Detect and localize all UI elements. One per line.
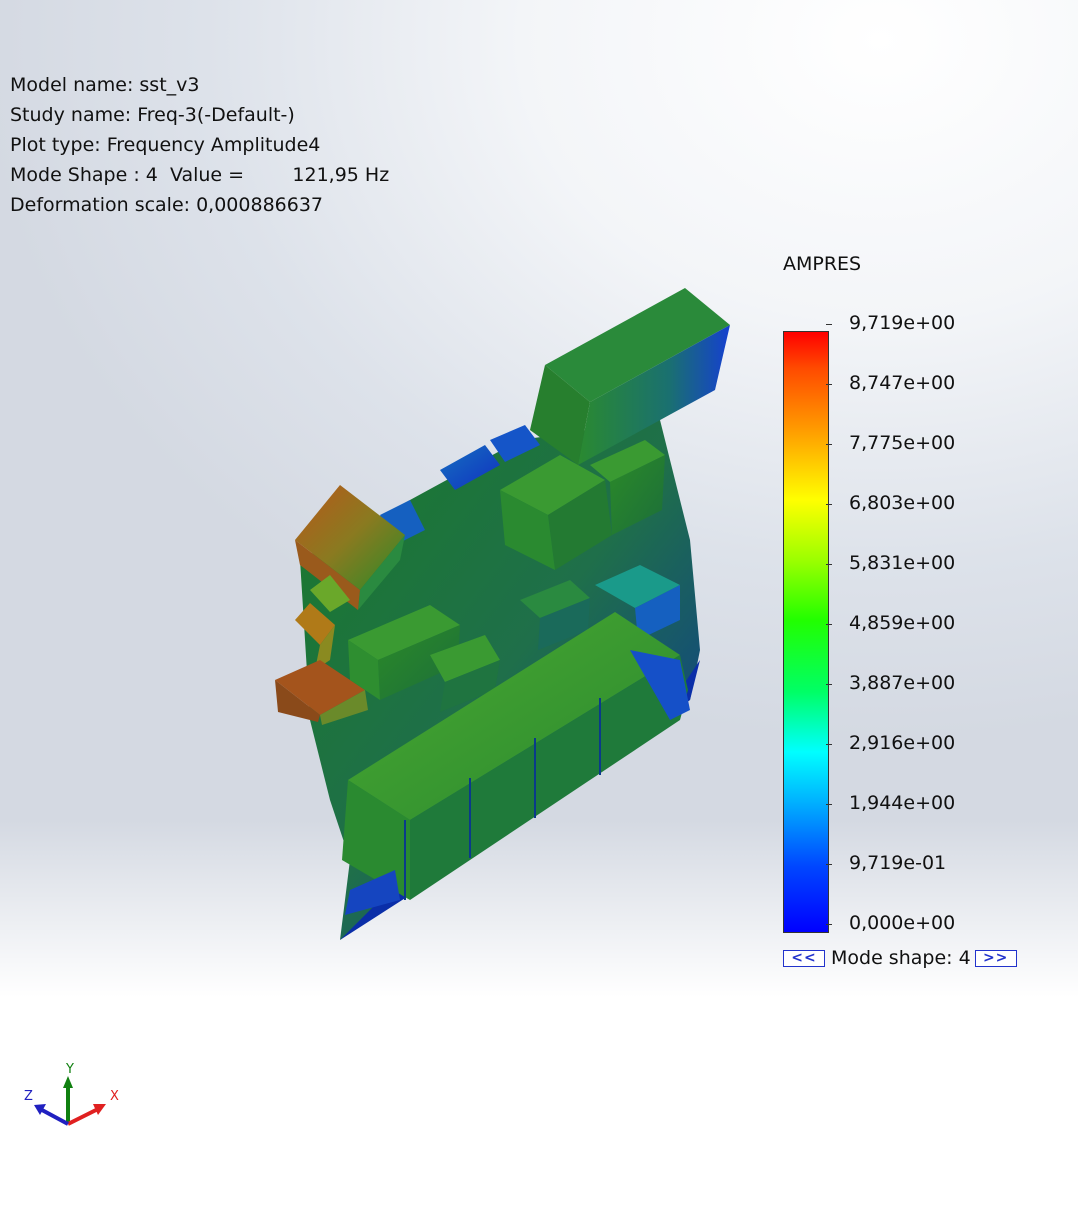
legend-tick-label: 4,859e+00 <box>849 612 956 634</box>
x-axis-label: X <box>110 1089 119 1104</box>
viewport-background <box>0 820 1078 1214</box>
legend-tick-label: 1,944e+00 <box>849 792 956 814</box>
legend-tick-label: 8,747e+00 <box>849 372 956 394</box>
next-mode-button[interactable]: >> <box>974 949 1017 967</box>
study-name: Study name: Freq-3(-Default-) <box>10 104 295 126</box>
legend-tick-label: 3,887e+00 <box>849 672 956 694</box>
legend-tick-label: 5,831e+00 <box>849 552 956 574</box>
deformation-scale: Deformation scale: 0,000886637 <box>10 194 324 216</box>
axis-triad: Y X Z <box>24 1062 119 1126</box>
legend-colorbar <box>783 331 829 933</box>
mode-shape-value: Mode Shape : 4 Value = 121,95 Hz <box>10 164 390 186</box>
z-axis-arrow-icon <box>34 1104 46 1115</box>
legend-tick-mark <box>826 324 832 325</box>
x-axis-line <box>67 1108 97 1126</box>
plot-type: Plot type: Frequency Amplitude4 <box>10 134 321 156</box>
legend-tick-mark <box>826 744 832 745</box>
legend-tick-mark <box>826 564 832 565</box>
plot-info-block: Model name: sst_v3 Study name: Freq-3(-D… <box>10 70 389 220</box>
y-axis-label: Y <box>65 1062 74 1077</box>
mode-shape-navigator: << Mode shape: 4 >> <box>783 945 1017 971</box>
legend-tick-label: 6,803e+00 <box>849 492 956 514</box>
legend-tick-mark <box>826 504 832 505</box>
legend-tick-mark <box>826 924 832 925</box>
legend-title: AMPRES <box>783 253 862 275</box>
legend-tick-mark <box>826 684 832 685</box>
legend-tick-label: 7,775e+00 <box>849 432 956 454</box>
legend-tick-mark <box>826 624 832 625</box>
y-axis-arrow-icon <box>63 1076 73 1088</box>
z-axis-label: Z <box>24 1089 33 1104</box>
legend-tick-label: 9,719e-01 <box>849 852 947 874</box>
mode-shape-label: Mode shape: 4 <box>831 947 971 969</box>
legend-tick-label: 0,000e+00 <box>849 912 956 934</box>
x-axis-arrow-icon <box>93 1104 106 1115</box>
legend-tick-mark <box>826 804 832 805</box>
legend-tick-mark <box>826 864 832 865</box>
legend-tick-mark <box>826 384 832 385</box>
legend-tick-label: 2,916e+00 <box>849 732 956 754</box>
legend-tick-mark <box>826 444 832 445</box>
model-name: Model name: sst_v3 <box>10 74 200 96</box>
previous-mode-button[interactable]: << <box>783 949 825 967</box>
z-axis-line <box>41 1108 69 1126</box>
legend-tick-label: 9,719e+00 <box>849 312 956 334</box>
